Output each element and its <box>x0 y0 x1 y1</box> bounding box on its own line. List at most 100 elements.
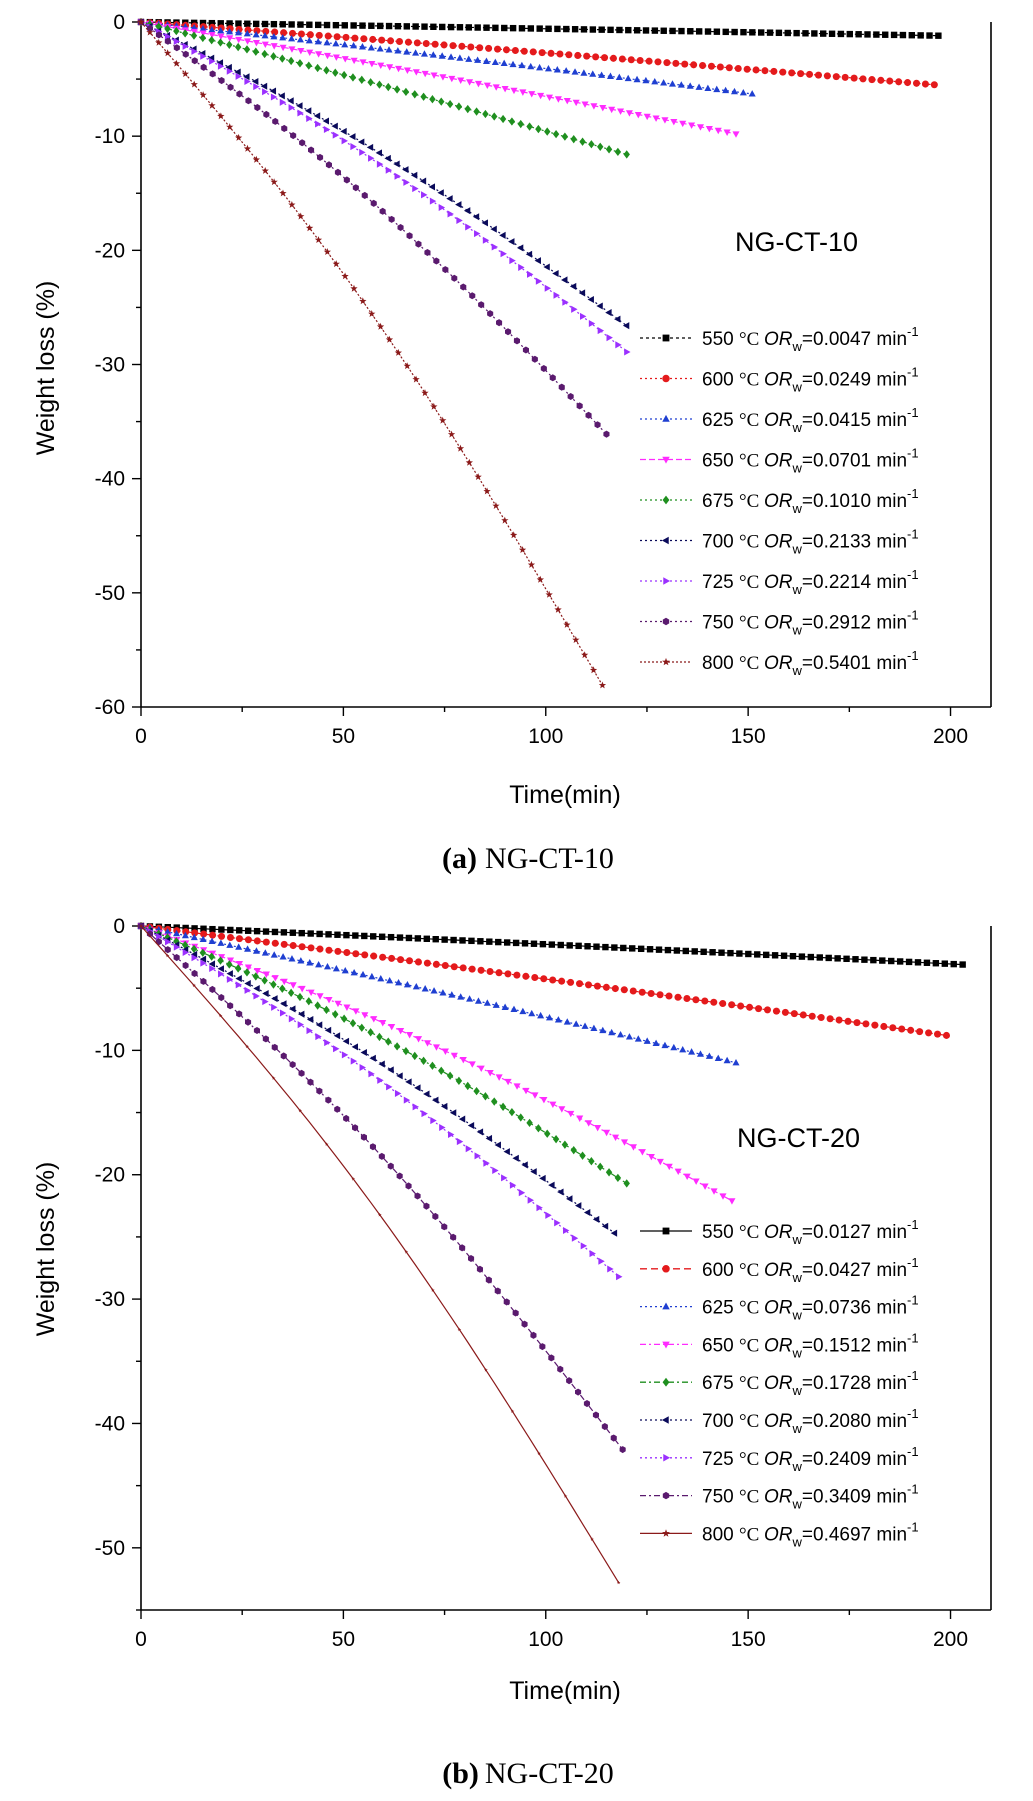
data-point <box>414 1192 421 1200</box>
data-point <box>625 110 633 117</box>
data-point <box>616 1580 621 1585</box>
data-point <box>584 943 591 950</box>
data-point <box>350 143 357 151</box>
data-point <box>832 73 840 81</box>
data-point <box>825 954 832 962</box>
data-point <box>218 932 226 940</box>
legend-or-sup: -1 <box>907 1217 919 1232</box>
data-point <box>638 988 646 996</box>
legend-unit: °C <box>739 572 764 593</box>
data-point <box>164 938 172 946</box>
data-point <box>403 178 410 186</box>
legend-or: OR <box>764 1524 793 1545</box>
data-point <box>499 1102 507 1111</box>
data-point <box>209 931 217 939</box>
data-point <box>620 986 628 994</box>
data-point <box>588 319 596 327</box>
data-point <box>208 937 216 944</box>
data-point <box>602 943 609 951</box>
data-point <box>316 930 323 938</box>
data-point <box>495 1074 503 1081</box>
data-point <box>656 991 664 999</box>
data-point <box>449 1109 457 1117</box>
data-point <box>681 60 689 68</box>
data-point <box>530 1331 537 1339</box>
data-point <box>663 1454 671 1462</box>
data-point <box>358 43 366 50</box>
legend-or-sup: -1 <box>907 1293 919 1308</box>
data-point <box>226 933 235 942</box>
y-tick-label: -20 <box>95 239 125 262</box>
data-point <box>441 1223 448 1231</box>
data-point <box>358 75 365 84</box>
data-point <box>226 970 233 978</box>
data-point <box>864 31 871 38</box>
data-point <box>369 1143 376 1151</box>
data-point <box>614 315 621 323</box>
data-point <box>164 37 171 45</box>
data-point <box>662 1341 670 1349</box>
data-point <box>674 1168 682 1176</box>
data-point <box>674 993 682 1001</box>
data-point <box>517 1113 524 1122</box>
data-point <box>588 1157 595 1166</box>
data-point <box>441 1048 449 1055</box>
data-point <box>252 155 260 163</box>
legend-entry: 650 °C ORw=0.0701 min-1 <box>640 446 919 476</box>
data-point <box>572 1020 580 1027</box>
data-point <box>528 1009 536 1017</box>
chart-panel-b: NG-CT-20 Time(min) Weight loss (%) (b) NG… <box>32 915 992 1790</box>
data-point <box>683 1173 691 1180</box>
data-point <box>325 946 333 954</box>
data-point <box>464 104 471 114</box>
data-point <box>217 939 225 946</box>
data-point <box>245 97 252 105</box>
data-point <box>448 1130 455 1139</box>
data-point <box>420 92 427 101</box>
data-point <box>289 1061 296 1069</box>
data-point <box>244 77 251 85</box>
data-point <box>704 84 712 91</box>
data-point <box>342 1037 350 1045</box>
legend-or-sup: -1 <box>907 1368 919 1383</box>
data-point <box>378 933 386 940</box>
data-point <box>209 70 216 78</box>
data-point <box>492 502 500 509</box>
data-point <box>431 1288 435 1292</box>
data-point <box>307 930 314 937</box>
data-point <box>305 36 313 44</box>
data-point <box>688 1048 696 1055</box>
data-point <box>558 977 566 985</box>
data-point <box>279 33 287 41</box>
data-point <box>262 990 269 998</box>
data-point <box>662 1491 670 1500</box>
data-point <box>519 89 527 96</box>
data-point <box>244 38 252 45</box>
data-point <box>456 54 464 61</box>
data-point <box>411 90 418 99</box>
data-point <box>584 981 593 989</box>
data-point <box>609 54 617 62</box>
data-point <box>343 949 351 957</box>
y-tick-label: -40 <box>95 468 125 491</box>
data-point <box>683 994 691 1003</box>
legend-or-sub: w <box>792 1421 803 1436</box>
data-point <box>279 953 287 960</box>
y-tick-label: -50 <box>95 582 125 605</box>
data-point <box>331 122 338 130</box>
legend-or-sub: w <box>792 1270 803 1285</box>
data-point <box>334 1000 342 1008</box>
data-point <box>271 1003 278 1011</box>
data-point <box>746 1003 754 1011</box>
data-point <box>509 24 517 32</box>
data-point <box>474 56 482 63</box>
data-point <box>423 1202 430 1210</box>
data-point <box>405 957 414 965</box>
data-point <box>243 968 251 977</box>
data-point <box>483 487 491 495</box>
data-point <box>191 954 198 962</box>
legend-or-value: =0.5401 min <box>802 653 907 674</box>
legend-unit: °C <box>739 653 764 674</box>
data-point <box>155 38 163 46</box>
data-point <box>200 977 207 985</box>
